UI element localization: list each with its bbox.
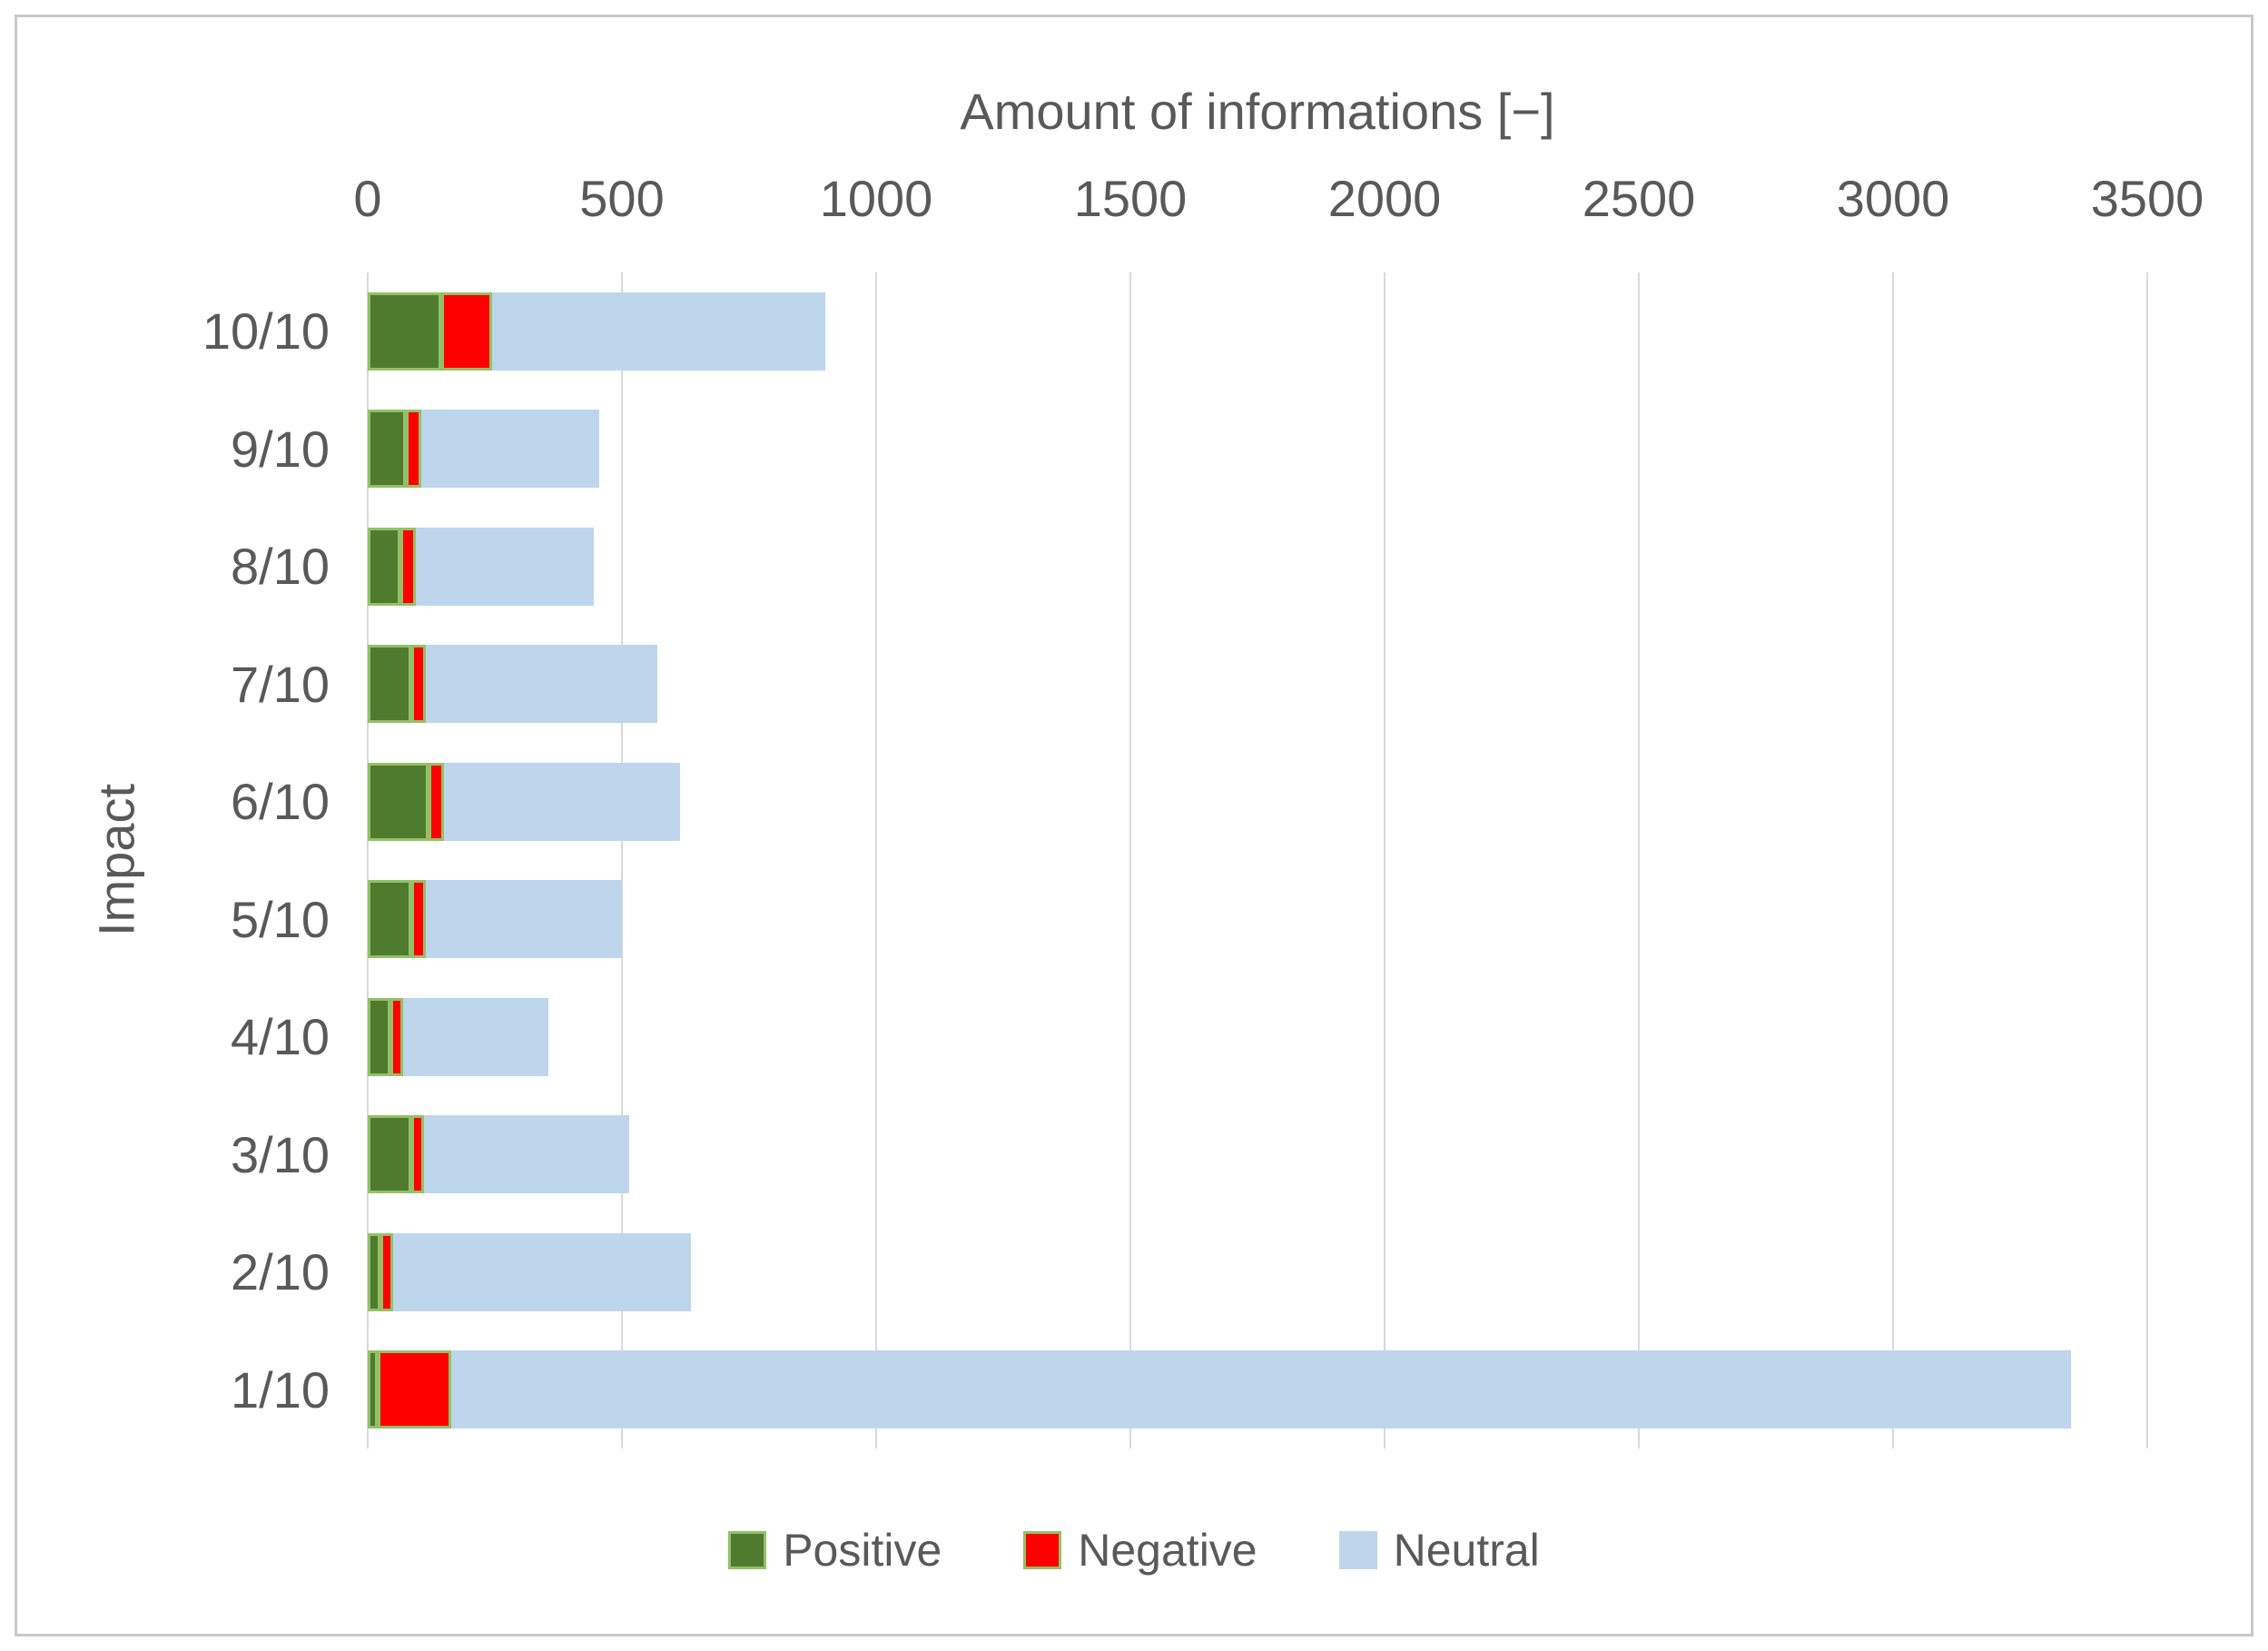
bar-segment-negative-8/10 xyxy=(400,527,417,606)
bar-segment-positive-7/10 xyxy=(368,645,411,724)
gridline-500 xyxy=(621,272,623,1448)
x-tick-label-2500: 2500 xyxy=(1582,170,1696,227)
gridline-1500 xyxy=(1129,272,1131,1448)
bar-segment-negative-7/10 xyxy=(410,645,427,724)
legend-item-negative: Negative xyxy=(1023,1524,1257,1577)
x-tick-label-1500: 1500 xyxy=(1073,170,1188,227)
bar-segment-positive-9/10 xyxy=(368,410,406,489)
bar-segment-negative-4/10 xyxy=(390,997,404,1076)
x-tick-label-0: 0 xyxy=(353,170,382,227)
y-category-label-5/10: 5/10 xyxy=(231,890,330,948)
x-tick-label-3500: 3500 xyxy=(2090,170,2204,227)
legend-label-neutral: Neutral xyxy=(1393,1525,1540,1576)
bar-segment-negative-10/10 xyxy=(441,292,493,371)
bar-segment-negative-6/10 xyxy=(429,762,444,841)
legend-label-negative: Negative xyxy=(1078,1525,1257,1576)
bar-segment-negative-9/10 xyxy=(406,410,421,489)
legend-swatch-neutral-icon xyxy=(1338,1531,1377,1569)
bar-segment-positive-1/10 xyxy=(368,1350,379,1429)
bar-segment-neutral-5/10 xyxy=(426,880,622,959)
bar-segment-positive-8/10 xyxy=(368,527,401,606)
gridline-0 xyxy=(367,272,369,1448)
gridline-2500 xyxy=(1638,272,1640,1448)
bar-segment-positive-4/10 xyxy=(368,997,391,1076)
bar-segment-positive-3/10 xyxy=(368,1115,411,1194)
y-category-label-9/10: 9/10 xyxy=(231,420,330,478)
legend-label-positive: Positive xyxy=(783,1525,942,1576)
bar-segment-neutral-8/10 xyxy=(416,527,595,606)
legend-item-neutral: Neutral xyxy=(1338,1524,1540,1577)
bar-segment-positive-10/10 xyxy=(368,292,442,371)
x-tick-label-500: 500 xyxy=(579,170,665,227)
y-category-label-4/10: 4/10 xyxy=(231,1008,330,1065)
bar-segment-negative-5/10 xyxy=(410,880,427,959)
bar-segment-neutral-3/10 xyxy=(423,1115,630,1194)
bar-segment-neutral-7/10 xyxy=(426,645,658,724)
figure-border xyxy=(15,15,2253,1636)
y-category-label-10/10: 10/10 xyxy=(202,302,330,360)
legend-swatch-negative-icon xyxy=(1023,1531,1062,1569)
bar-segment-neutral-9/10 xyxy=(420,410,599,489)
bar-segment-negative-3/10 xyxy=(410,1115,424,1194)
legend-item-positive: Positive xyxy=(728,1524,942,1577)
gridline-3500 xyxy=(2146,272,2148,1448)
chart-title: Amount of informations [−] xyxy=(960,83,1555,140)
bar-segment-neutral-10/10 xyxy=(492,292,825,371)
x-tick-label-1000: 1000 xyxy=(819,170,933,227)
y-category-label-8/10: 8/10 xyxy=(231,538,330,595)
bar-segment-negative-1/10 xyxy=(378,1350,452,1429)
x-tick-label-2000: 2000 xyxy=(1327,170,1442,227)
y-category-label-6/10: 6/10 xyxy=(231,773,330,830)
bar-segment-positive-5/10 xyxy=(368,880,411,959)
bar-segment-positive-6/10 xyxy=(368,762,429,841)
y-category-label-7/10: 7/10 xyxy=(231,655,330,713)
gridline-2000 xyxy=(1384,272,1385,1448)
legend-swatch-positive-icon xyxy=(728,1531,767,1569)
y-category-label-2/10: 2/10 xyxy=(231,1243,330,1300)
y-category-label-3/10: 3/10 xyxy=(231,1125,330,1183)
gridline-1000 xyxy=(875,272,877,1448)
bar-segment-neutral-4/10 xyxy=(403,997,548,1076)
legend: Positive Negative Neutral xyxy=(0,1524,2268,1577)
bar-segment-neutral-6/10 xyxy=(444,762,681,841)
y-category-label-1/10: 1/10 xyxy=(231,1360,330,1419)
bar-segment-negative-2/10 xyxy=(380,1232,393,1311)
bar-segment-positive-2/10 xyxy=(368,1232,380,1311)
bar-segment-neutral-1/10 xyxy=(451,1350,2071,1429)
gridline-3000 xyxy=(1892,272,1894,1448)
x-tick-label-3000: 3000 xyxy=(1836,170,1950,227)
bar-segment-neutral-2/10 xyxy=(393,1232,691,1311)
